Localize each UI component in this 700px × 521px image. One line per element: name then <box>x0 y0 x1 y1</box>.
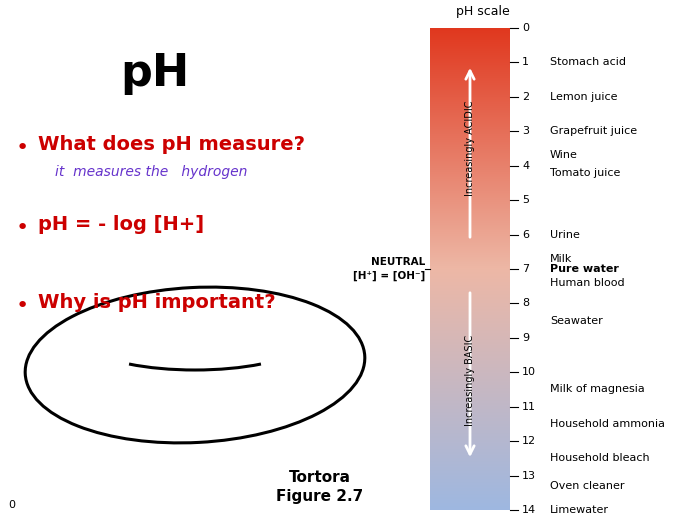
Text: Pure water: Pure water <box>550 264 619 274</box>
Text: 14: 14 <box>522 505 536 515</box>
Text: Why is pH important?: Why is pH important? <box>38 293 276 312</box>
Text: Wine: Wine <box>550 151 578 160</box>
Text: •: • <box>15 138 29 158</box>
Text: •: • <box>15 218 29 238</box>
Text: Tomato juice: Tomato juice <box>550 168 620 178</box>
Text: 0: 0 <box>522 23 529 33</box>
Text: 6: 6 <box>522 230 529 240</box>
Text: Human blood: Human blood <box>550 278 624 288</box>
Text: Milk: Milk <box>550 254 573 264</box>
Text: 5: 5 <box>522 195 529 205</box>
Text: 3: 3 <box>522 126 529 137</box>
Text: Lemon juice: Lemon juice <box>550 92 617 102</box>
Text: •: • <box>15 296 29 316</box>
Text: Household ammonia: Household ammonia <box>550 419 665 429</box>
Text: NEUTRAL
[H⁺] = [OH⁻]: NEUTRAL [H⁺] = [OH⁻] <box>353 257 425 281</box>
Text: 12: 12 <box>522 436 536 446</box>
Text: Milk of magnesia: Milk of magnesia <box>550 384 645 394</box>
Text: it  measures the   hydrogen: it measures the hydrogen <box>55 165 247 179</box>
Text: Urine: Urine <box>550 230 580 240</box>
Text: Increasingly BASIC: Increasingly BASIC <box>465 334 475 426</box>
Text: pH = - log [H+]: pH = - log [H+] <box>38 215 204 234</box>
Text: pH: pH <box>120 52 190 95</box>
Text: Limewater: Limewater <box>550 505 609 515</box>
Text: Stomach acid: Stomach acid <box>550 57 626 67</box>
Text: 8: 8 <box>522 299 529 308</box>
Text: Grapefruit juice: Grapefruit juice <box>550 126 637 137</box>
Text: 13: 13 <box>522 470 536 480</box>
Text: 1: 1 <box>522 57 529 67</box>
Text: Household bleach: Household bleach <box>550 453 650 463</box>
Text: Seawater: Seawater <box>550 316 603 326</box>
Text: Oven cleaner: Oven cleaner <box>550 481 624 491</box>
Text: 7: 7 <box>522 264 529 274</box>
Text: 4: 4 <box>522 160 529 171</box>
Text: 0: 0 <box>8 500 15 510</box>
Text: pH scale: pH scale <box>456 5 510 18</box>
Text: 9: 9 <box>522 333 529 343</box>
Text: 2: 2 <box>522 92 529 102</box>
Text: Tortora
Figure 2.7: Tortora Figure 2.7 <box>276 470 363 504</box>
Text: Increasingly ACIDIC: Increasingly ACIDIC <box>465 100 475 196</box>
Text: 11: 11 <box>522 402 536 412</box>
Text: What does pH measure?: What does pH measure? <box>38 135 305 154</box>
Text: 10: 10 <box>522 367 536 377</box>
